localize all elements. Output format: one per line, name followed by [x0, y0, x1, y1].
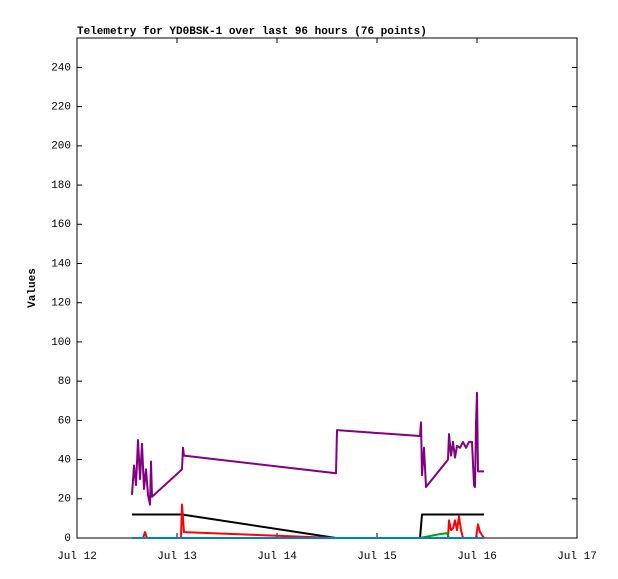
y-tick-label: 180	[51, 180, 71, 192]
y-tick-label: 120	[51, 298, 71, 310]
x-tick-label: Jul 14	[257, 551, 297, 563]
y-tick-label: 200	[51, 141, 71, 153]
y-tick-label: 0	[64, 533, 71, 545]
x-tick-label: Jul 16	[457, 551, 497, 563]
x-tick-label: Jul 12	[57, 551, 97, 563]
y-tick-label: 140	[51, 258, 71, 270]
y-tick-label: 100	[51, 337, 71, 349]
series-line	[131, 391, 484, 506]
y-axis-label: Values	[27, 268, 39, 308]
y-tick-label: 220	[51, 102, 71, 114]
x-tick-label: Jul 15	[357, 551, 397, 563]
series-line	[132, 513, 484, 539]
y-tick-label: 80	[58, 376, 71, 388]
y-tick-label: 60	[58, 415, 71, 427]
chart-title: Telemetry for YD0BSK-1 over last 96 hour…	[77, 26, 427, 38]
y-tick-label: 160	[51, 219, 71, 231]
y-tick-label: 20	[58, 494, 71, 506]
x-tick-label: Jul 13	[157, 551, 197, 563]
y-tick-label: 40	[58, 454, 71, 466]
x-tick-label: Jul 17	[557, 551, 597, 563]
y-tick-label: 240	[51, 62, 71, 74]
